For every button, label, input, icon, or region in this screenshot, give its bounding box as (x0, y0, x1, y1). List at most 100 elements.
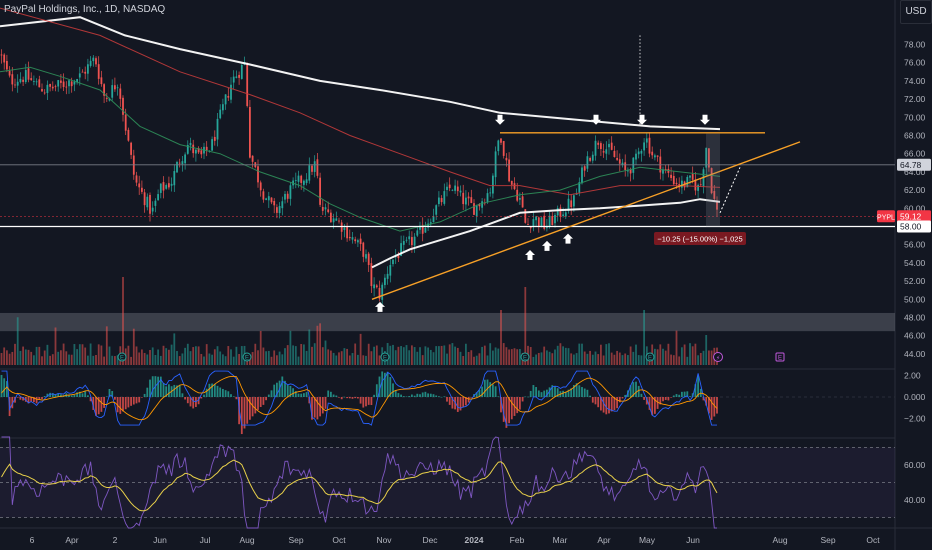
macd-histogram-bar (443, 396, 446, 398)
macd-histogram-bar (459, 397, 462, 411)
macd-histogram-bar (346, 397, 348, 399)
y-tick-label: 52.00 (904, 276, 926, 286)
candle-body (346, 226, 348, 239)
volume-bar (92, 355, 95, 365)
macd-histogram-bar (467, 397, 470, 403)
macd-histogram-bar (483, 379, 486, 397)
volume-bar (432, 352, 435, 365)
arrow-down-icon (637, 114, 647, 125)
candle-body (259, 182, 262, 191)
volume-bar (122, 277, 124, 365)
candle-body (165, 185, 168, 189)
macd-histogram-bar (537, 390, 540, 397)
candle-body (159, 183, 162, 193)
x-tick-label: Jun (153, 535, 167, 545)
rsi-ma-line (1, 459, 718, 512)
macd-histogram-bar (192, 397, 195, 409)
x-tick-label: Apr (597, 535, 610, 545)
macd-histogram-bar (111, 391, 114, 397)
volume-bar (43, 350, 46, 365)
candle-body (189, 142, 192, 146)
macd-histogram-bar (610, 397, 613, 412)
macd-histogram-bar (319, 397, 321, 417)
macd-histogram-bar (535, 387, 537, 397)
volume-bar (357, 354, 359, 365)
x-tick-label: Oct (332, 535, 346, 545)
candle-body (564, 212, 567, 217)
candle-body (578, 182, 581, 193)
macd-histogram-bar (143, 393, 146, 397)
x-tick-label: 2 (113, 535, 118, 545)
volume-bar (203, 356, 205, 365)
macd-histogram-bar (386, 371, 389, 397)
measure-label-bg (654, 232, 746, 245)
candle-body (87, 64, 89, 74)
macd-histogram-bar (146, 387, 149, 397)
volume-bar (16, 317, 19, 365)
candle-body (559, 207, 562, 217)
candle-body (575, 194, 578, 195)
volume-bar (305, 350, 308, 365)
volume-bar (675, 330, 678, 365)
macd-histogram-bar (257, 397, 259, 410)
macd-histogram-bar (332, 394, 335, 397)
volume-bar (138, 352, 141, 365)
volume-bar (297, 356, 300, 365)
candle-body (621, 162, 624, 165)
candle-body (24, 70, 27, 83)
volume-bar (551, 353, 554, 365)
macd-histogram-bar (16, 397, 19, 398)
macd-histogram-bar (327, 390, 330, 397)
candle-body (108, 98, 111, 101)
volume-bar (708, 350, 710, 365)
macd-histogram-bar (419, 394, 421, 397)
macd-histogram-bar (384, 372, 386, 397)
macd-histogram-bar (432, 394, 435, 397)
y-tick-label: 76.00 (904, 58, 926, 68)
macd-histogram-bar (586, 389, 589, 397)
volume-bar (367, 343, 370, 365)
volume-bar (664, 350, 667, 365)
candle-body (60, 80, 62, 83)
candle-body (486, 193, 489, 203)
candle-body (311, 165, 313, 172)
macd-histogram-bar (259, 397, 262, 408)
macd-pane (0, 370, 895, 435)
volume-bar (286, 345, 289, 365)
macd-histogram-bar (581, 387, 583, 397)
volume-bar (232, 356, 235, 365)
macd-histogram-bar (354, 397, 357, 399)
candle-body (581, 167, 583, 184)
candle-body (505, 157, 508, 161)
volume-bar (278, 351, 281, 365)
volume-bar (475, 355, 478, 365)
candle-body (608, 143, 610, 148)
candle-body (459, 190, 462, 193)
macd-histogram-bar (208, 383, 211, 397)
volume-bar (456, 347, 459, 365)
macd-histogram-bar (448, 397, 451, 405)
candle-body (481, 201, 483, 208)
macd-histogram-bar (589, 395, 591, 397)
candle-body (610, 142, 613, 150)
volume-bar (338, 352, 340, 365)
volume-bar (159, 355, 162, 365)
volume-bar (73, 344, 76, 365)
macd-histogram-bar (127, 397, 130, 408)
macd-histogram-bar (81, 393, 84, 397)
volume-bar (702, 350, 705, 365)
y-tick-label: 78.00 (904, 40, 926, 50)
volume-bar (602, 355, 605, 365)
macd-histogram-bar (716, 397, 718, 414)
volume-bar (370, 351, 373, 365)
macd-histogram-bar (400, 394, 402, 397)
volume-bar (270, 356, 273, 365)
candle-body (41, 88, 43, 92)
candle-body (567, 198, 570, 211)
candle-body (645, 138, 648, 143)
currency-button[interactable]: USD (900, 0, 932, 24)
volume-bar (451, 343, 454, 365)
volume-bar (640, 355, 643, 365)
candle-body (251, 155, 254, 162)
